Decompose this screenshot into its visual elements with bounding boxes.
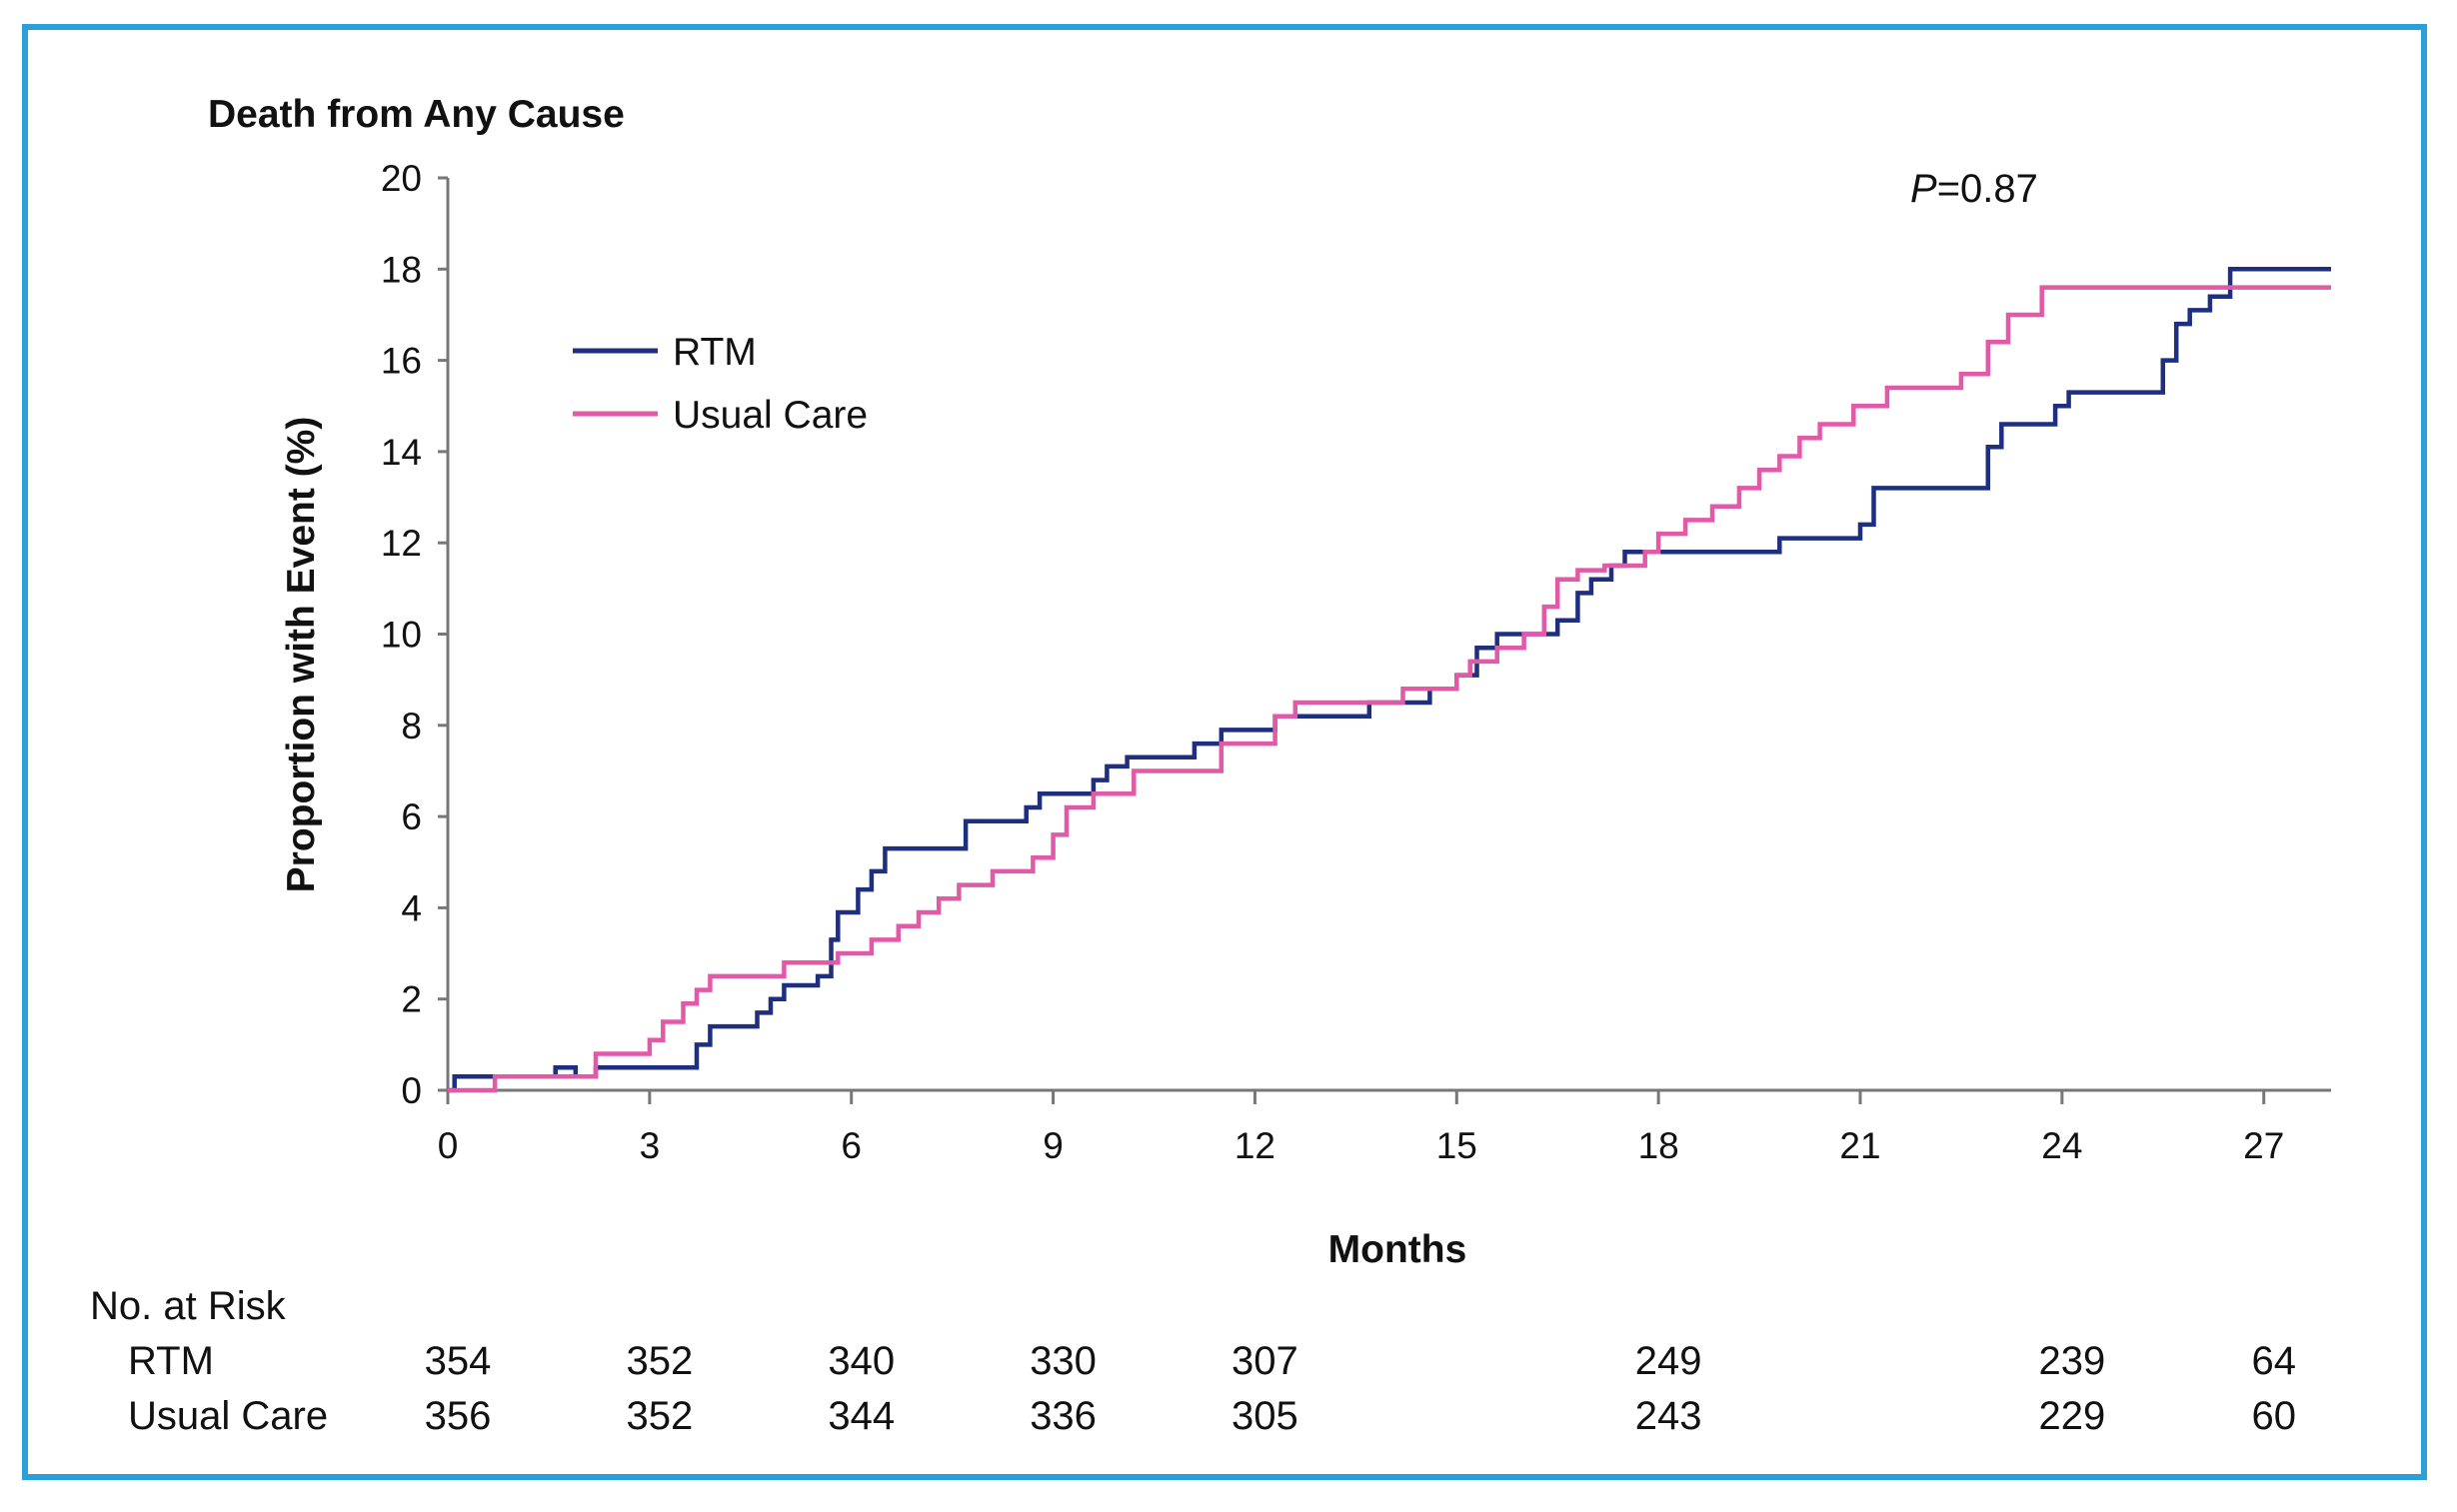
- y-tick-label: 12: [381, 523, 422, 564]
- y-tick-label: 8: [401, 706, 422, 747]
- risk-count: 340: [828, 1339, 895, 1383]
- risk-count: 344: [828, 1394, 895, 1438]
- y-tick-label: 0: [401, 1070, 422, 1111]
- chart-title: Death from Any Cause: [208, 93, 625, 136]
- x-axis-title: Months: [1328, 1228, 1467, 1271]
- y-tick-label: 18: [381, 249, 422, 290]
- risk-row-label: RTM: [128, 1339, 214, 1383]
- series-line-rtm: [448, 267, 2331, 1093]
- risk-table-title: No. at Risk: [90, 1284, 287, 1328]
- x-tick-label: 27: [2243, 1125, 2284, 1166]
- x-tick-label: 3: [640, 1125, 661, 1166]
- p-value-number: =0.87: [1937, 167, 2038, 211]
- risk-count: 352: [626, 1394, 693, 1438]
- x-tick-label: 0: [438, 1125, 459, 1166]
- risk-count: 330: [1030, 1339, 1097, 1383]
- y-tick-label: 2: [401, 979, 422, 1020]
- x-tick-label: 21: [1839, 1125, 1880, 1166]
- legend: RTM Usual Care: [573, 331, 868, 437]
- series-layer: [448, 267, 2331, 1093]
- p-value-annotation: P=0.87: [1910, 167, 2038, 211]
- y-tick-label: 6: [401, 796, 422, 837]
- x-tick-label: 12: [1234, 1125, 1275, 1166]
- risk-count: 64: [2251, 1339, 2296, 1383]
- x-tick-label: 6: [841, 1125, 862, 1166]
- risk-count: 239: [2038, 1339, 2105, 1383]
- x-tick-label: 18: [1638, 1125, 1679, 1166]
- y-tick-label: 10: [381, 615, 422, 656]
- risk-count: 354: [425, 1339, 492, 1383]
- risk-table: No. at Risk RTM 354 352 340 330 307 249 239 64 Usu…: [90, 1284, 2296, 1438]
- risk-count: 249: [1635, 1339, 1702, 1383]
- x-tick-label: 9: [1043, 1125, 1064, 1166]
- y-tick-label: 16: [381, 341, 422, 382]
- y-axis-title: Proportion with Event (%): [280, 417, 323, 893]
- risk-count: 336: [1030, 1394, 1097, 1438]
- risk-count: 352: [626, 1339, 693, 1383]
- risk-count: 305: [1231, 1394, 1298, 1438]
- risk-count: 229: [2038, 1394, 2105, 1438]
- risk-count: 60: [2251, 1394, 2296, 1438]
- x-tick-label: 24: [2041, 1125, 2082, 1166]
- risk-count: 243: [1635, 1394, 1702, 1438]
- p-value-symbol: P: [1910, 167, 1937, 211]
- y-tick-label: 4: [401, 887, 422, 928]
- risk-count: 307: [1231, 1339, 1298, 1383]
- chart-frame: Death from Any Cause Proportion with Eve…: [22, 24, 2427, 1480]
- survival-chart: Death from Any Cause Proportion with Eve…: [90, 93, 2331, 1438]
- y-tick-label: 14: [381, 432, 422, 473]
- series-line-usual-care: [448, 285, 2331, 1093]
- y-tick-label: 20: [381, 158, 422, 199]
- x-tick-label: 15: [1436, 1125, 1477, 1166]
- risk-count: 356: [425, 1394, 492, 1438]
- legend-label: RTM: [673, 331, 757, 374]
- legend-label: Usual Care: [673, 394, 868, 437]
- risk-row-label: Usual Care: [128, 1394, 328, 1438]
